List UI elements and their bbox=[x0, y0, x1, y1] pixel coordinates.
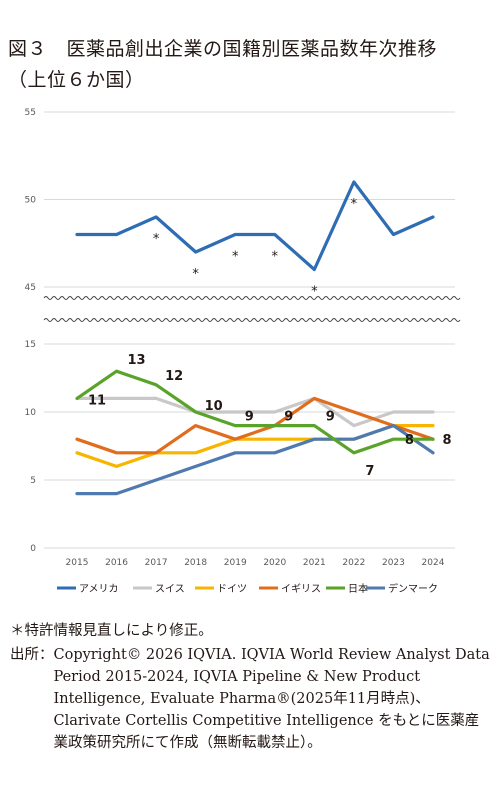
asterisk-2022: * bbox=[351, 197, 358, 212]
legend-label-1: スイス bbox=[155, 584, 185, 595]
legend-label-4: 日本 bbox=[348, 582, 368, 595]
series-line-3 bbox=[75, 396, 435, 455]
x-tick-2023: 2023 bbox=[382, 558, 405, 568]
y-tick-upper-50: 50 bbox=[25, 196, 37, 206]
legend-label-0: アメリカ bbox=[79, 583, 119, 595]
x-tick-2015: 2015 bbox=[66, 558, 89, 568]
legend-label-2: ドイツ bbox=[217, 584, 247, 595]
source-text: Copyright© 2026 IQVIA. IQVIA World Revie… bbox=[53, 647, 490, 751]
x-tick-2022: 2022 bbox=[342, 558, 365, 568]
x-tick-2018: 2018 bbox=[184, 558, 207, 568]
x-tick-2024: 2024 bbox=[422, 558, 445, 568]
series-line-0 bbox=[75, 180, 435, 272]
notes: ＊特許情報見直しにより修正。 出所： Copyright© 2026 IQVIA… bbox=[10, 620, 490, 754]
axis-break-1 bbox=[43, 296, 461, 300]
series-line-5 bbox=[75, 424, 435, 496]
line-chart: 45 50 55 0 5 10 15 2015 2016 2017 2018 2019 2020 2021… bbox=[25, 108, 461, 595]
legend-label-5: デンマーク bbox=[388, 582, 438, 595]
y-tick-lower-0: 0 bbox=[30, 544, 36, 554]
japan-label-2017: 12 bbox=[165, 369, 183, 384]
asterisk-2021: * bbox=[311, 285, 318, 300]
asterisk-2018: * bbox=[192, 267, 199, 282]
asterisk-2017: * bbox=[153, 232, 160, 247]
y-tick-lower-5: 5 bbox=[30, 476, 36, 486]
y-tick-upper-45: 45 bbox=[25, 283, 36, 293]
chart-title-line2: （上位６か国） bbox=[8, 69, 145, 91]
axis-break-2 bbox=[43, 318, 461, 322]
x-tick-2021: 2021 bbox=[303, 558, 326, 568]
japan-label-2024: 8 bbox=[442, 433, 451, 448]
revision-note: ＊特許情報見直しにより修正。 bbox=[10, 623, 213, 639]
x-tick-2017: 2017 bbox=[145, 558, 168, 568]
x-tick-2020: 2020 bbox=[263, 558, 286, 568]
y-tick-lower-10: 10 bbox=[25, 408, 37, 418]
chart-title-line1: 図３ 医薬品創出企業の国籍別医薬品数年次推移 bbox=[8, 38, 438, 60]
japan-label-2021: 9 bbox=[326, 410, 335, 425]
source-note: 出所： Copyright© 2026 IQVIA. IQVIA World R… bbox=[10, 644, 490, 754]
japan-label-2020: 9 bbox=[284, 410, 293, 425]
y-tick-upper-55: 55 bbox=[25, 108, 36, 118]
japan-label-2018: 10 bbox=[205, 399, 223, 414]
asterisk-2019: * bbox=[232, 250, 239, 265]
x-tick-2019: 2019 bbox=[224, 558, 247, 568]
chart-title: 図３ 医薬品創出企業の国籍別医薬品数年次推移 （上位６か国） bbox=[8, 34, 437, 96]
legend-label-3: イギリス bbox=[281, 583, 321, 595]
y-tick-lower-15: 15 bbox=[25, 340, 36, 350]
asterisk-2020: * bbox=[272, 250, 279, 265]
japan-label-2023: 8 bbox=[405, 433, 414, 448]
series-line-4 bbox=[75, 369, 435, 455]
japan-label-2015: 11 bbox=[88, 393, 106, 408]
japan-label-2016: 13 bbox=[128, 353, 146, 368]
japan-label-2022: 7 bbox=[365, 464, 374, 479]
japan-label-2019: 9 bbox=[245, 410, 254, 425]
source-label: 出所： bbox=[10, 647, 54, 663]
x-tick-2016: 2016 bbox=[105, 558, 128, 568]
